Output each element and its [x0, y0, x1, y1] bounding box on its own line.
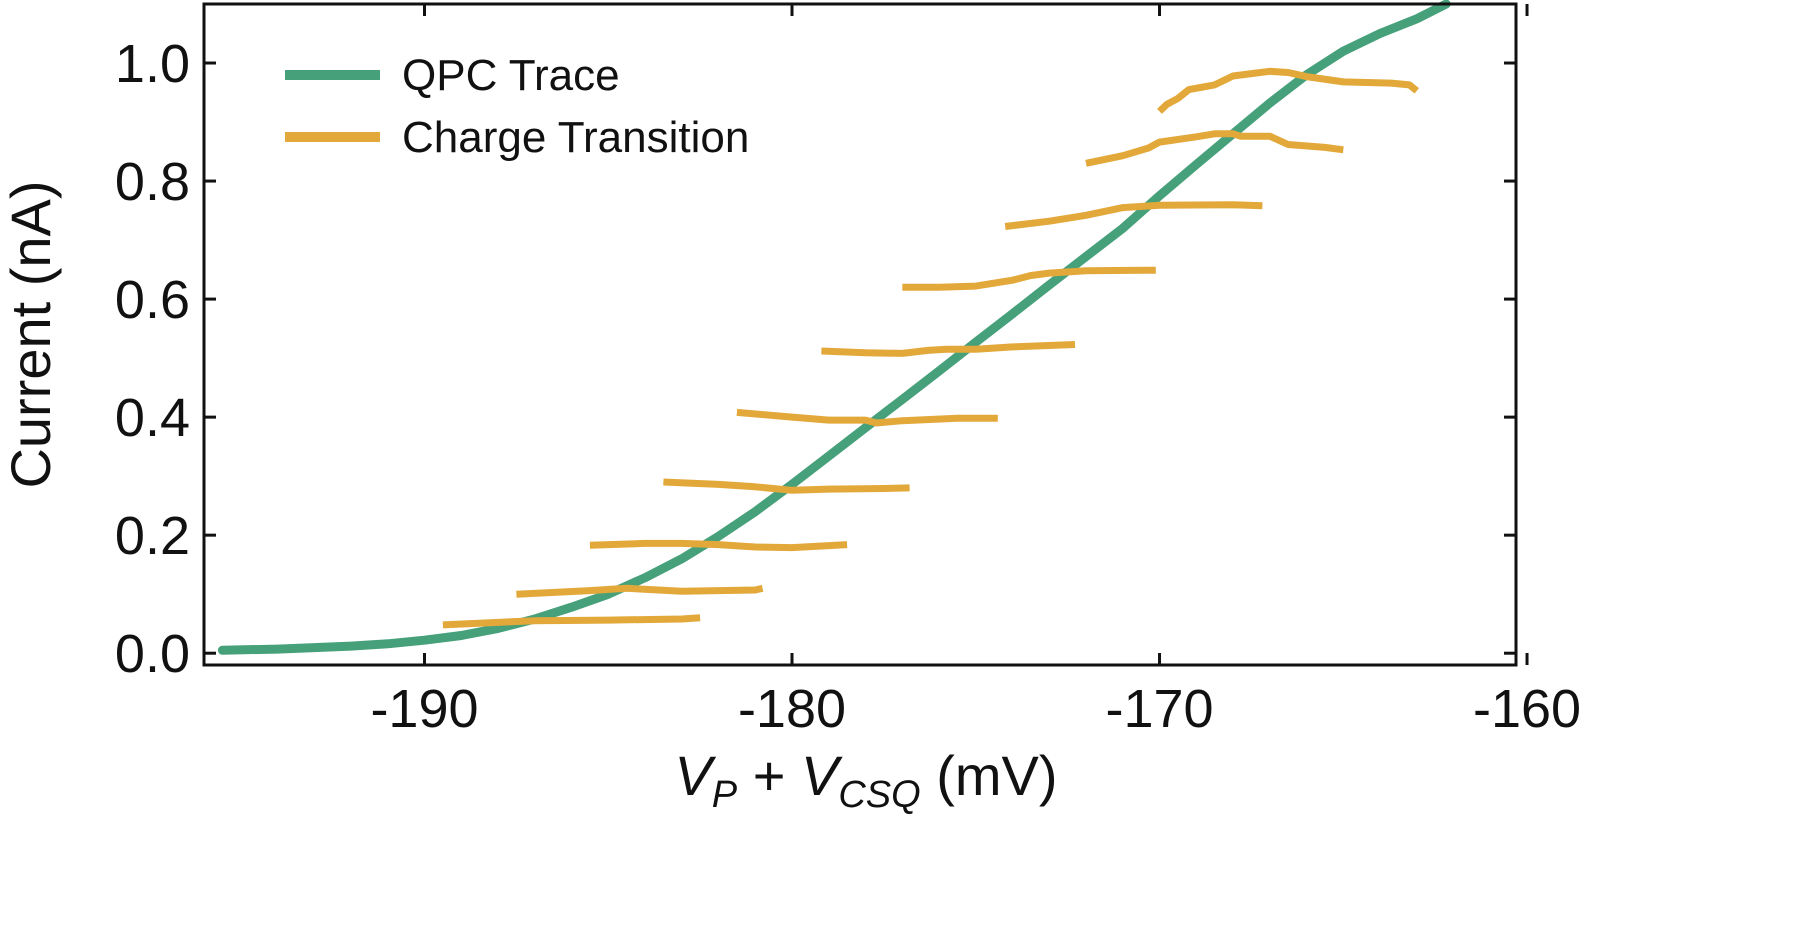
y-tick-label: 0.6 — [115, 270, 190, 330]
x-axis-title-sub1: P — [712, 774, 738, 816]
y-tick-label: 1.0 — [115, 34, 190, 94]
x-tick-label: -180 — [738, 679, 846, 739]
y-tick-label: 0.8 — [115, 152, 190, 212]
legend-label-charge-transition: Charge Transition — [402, 113, 749, 162]
charge-transition-segment-3 — [589, 539, 848, 552]
x-axis-title-var2: V — [801, 744, 843, 807]
x-axis-title-var1: V — [674, 744, 716, 807]
charge-transition-segment-5 — [736, 408, 998, 427]
charge-transition-segment-7 — [902, 266, 1156, 291]
plot-frame — [202, 2, 1518, 667]
charge-transition-segment-8 — [1004, 201, 1263, 230]
charge-transition-segment-1 — [442, 614, 701, 629]
charge-transition-segment-4 — [663, 478, 910, 494]
x-axis-title-plus: + — [737, 744, 801, 807]
series-layer — [217, 0, 1451, 655]
legend-label-qpc-trace: QPC Trace — [402, 51, 620, 100]
qpc-trace-line — [217, 0, 1451, 655]
y-tick-label: 0.4 — [115, 388, 190, 448]
charge-transition-segment-9 — [1085, 130, 1344, 167]
x-axis-title-sub2: CSQ — [838, 774, 920, 816]
x-tick-label: -190 — [370, 679, 478, 739]
charge-transition-segment-6 — [821, 341, 1076, 357]
charge-transition-segment-10 — [1157, 67, 1419, 114]
x-tick-label: -160 — [1473, 679, 1581, 739]
ticks-layer: -190 -180 -170 -160 0.0 0.2 0.4 0.6 0.8 1.0 — [115, 4, 1581, 739]
x-tick-label: -170 — [1105, 679, 1213, 739]
x-axis-title-unit: (mV) — [921, 744, 1058, 807]
legend: QPC Trace Charge Transition — [285, 51, 749, 162]
y-tick-label: 0.0 — [115, 624, 190, 684]
charge-transition-segment-2 — [516, 584, 764, 598]
y-tick-label: 0.2 — [115, 506, 190, 566]
x-axis-title: VP + VCSQ (mV) — [674, 744, 1057, 816]
y-axis-title: Current (nA) — [0, 180, 62, 488]
